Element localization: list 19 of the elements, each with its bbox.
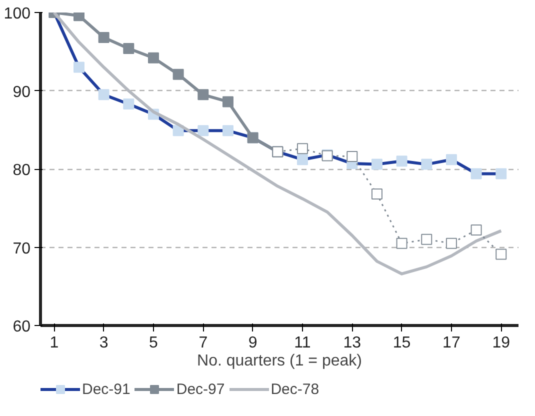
x-tick-label: 15 bbox=[392, 334, 411, 352]
y-tick-label: 70 bbox=[12, 240, 31, 258]
legend-label: Dec-91 bbox=[82, 380, 130, 398]
y-tick-label: 90 bbox=[12, 84, 31, 101]
x-tick-label: 11 bbox=[294, 334, 311, 352]
x-tick-label: 7 bbox=[198, 334, 208, 352]
legend-label: Dec-97 bbox=[176, 380, 225, 398]
x-tick-label: 1 bbox=[50, 334, 59, 352]
x-tick-label: 17 bbox=[442, 334, 460, 352]
x-tick-label: 9 bbox=[248, 334, 258, 352]
x-tick-label: 19 bbox=[492, 334, 510, 352]
legend-label: Dec-78 bbox=[270, 380, 320, 398]
y-tick-label: 60 bbox=[12, 318, 31, 336]
x-axis-title: No. quarters (1 = peak) bbox=[197, 352, 362, 370]
y-tick-label: 100 bbox=[4, 6, 31, 22]
x-tick-label: 13 bbox=[343, 334, 362, 352]
y-tick-label: 80 bbox=[12, 162, 31, 179]
x-tick-label: 3 bbox=[99, 334, 108, 352]
x-tick-label: 5 bbox=[149, 334, 158, 352]
